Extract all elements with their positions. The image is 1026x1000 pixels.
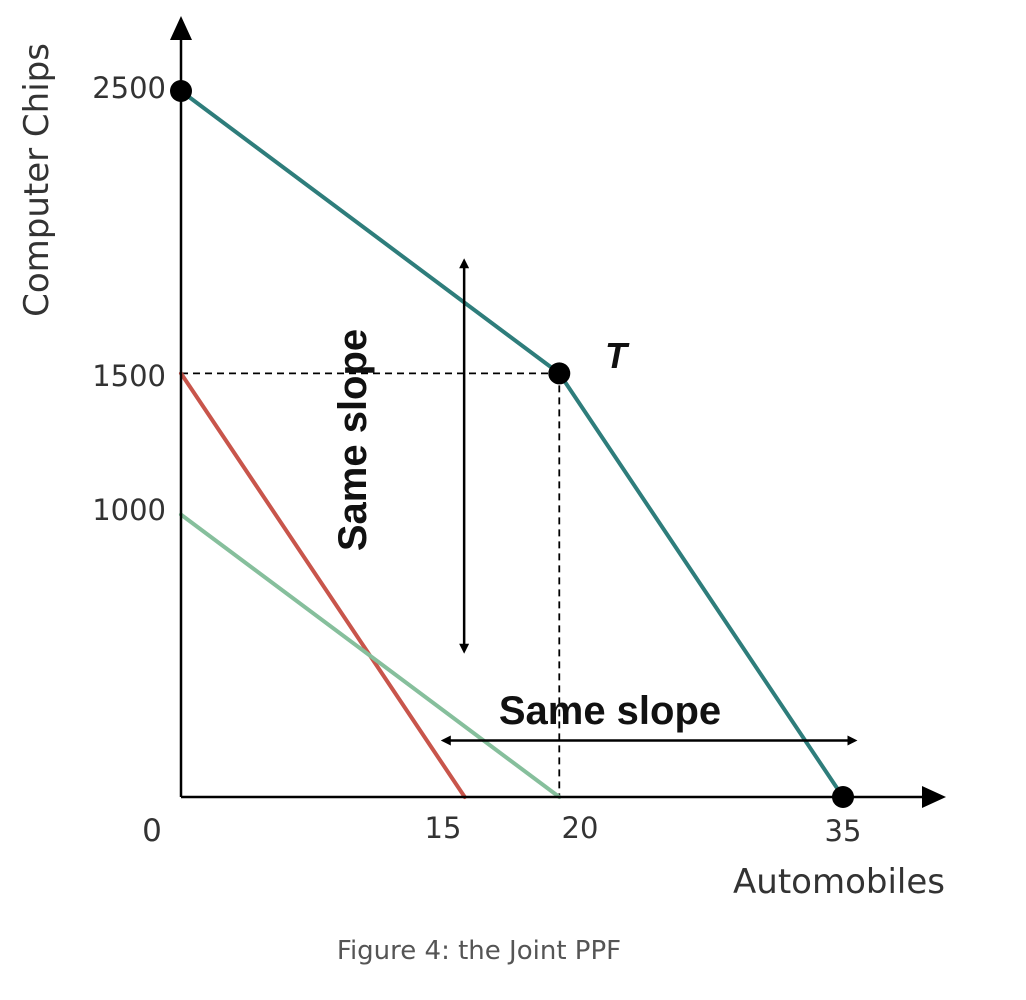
point-marker-2 [548, 362, 571, 385]
x-tick-label-35: 35 [825, 814, 862, 848]
y-axis-title: Computer Chips [17, 43, 57, 317]
point-markers [170, 80, 854, 808]
horizontal-same-slope-label: Same slope [499, 689, 721, 733]
figure-caption: Figure 4: the Joint PPF [337, 936, 621, 966]
y-axis-arrow [170, 16, 192, 40]
x-axis-title: Automobiles [733, 862, 945, 902]
point-t-label: T [605, 335, 630, 376]
x-tick-label-20: 20 [562, 811, 599, 845]
x-tick-label-15: 15 [425, 811, 462, 845]
point-marker-3 [832, 786, 854, 808]
series-line-2 [179, 371, 467, 799]
annotation-arrows [440, 258, 858, 746]
y-tick-label-1000: 1000 [92, 493, 166, 527]
origin-label: 0 [142, 813, 162, 849]
point-marker-1 [170, 80, 192, 102]
x-axis-arrow [922, 786, 946, 808]
y-tick-label-2500: 2500 [92, 71, 166, 105]
y-tick-label-1500: 1500 [92, 359, 166, 393]
series-line-3 [179, 512, 562, 799]
guide-lines [181, 372, 561, 797]
vertical-same-slope-label: Same slope [331, 329, 375, 551]
